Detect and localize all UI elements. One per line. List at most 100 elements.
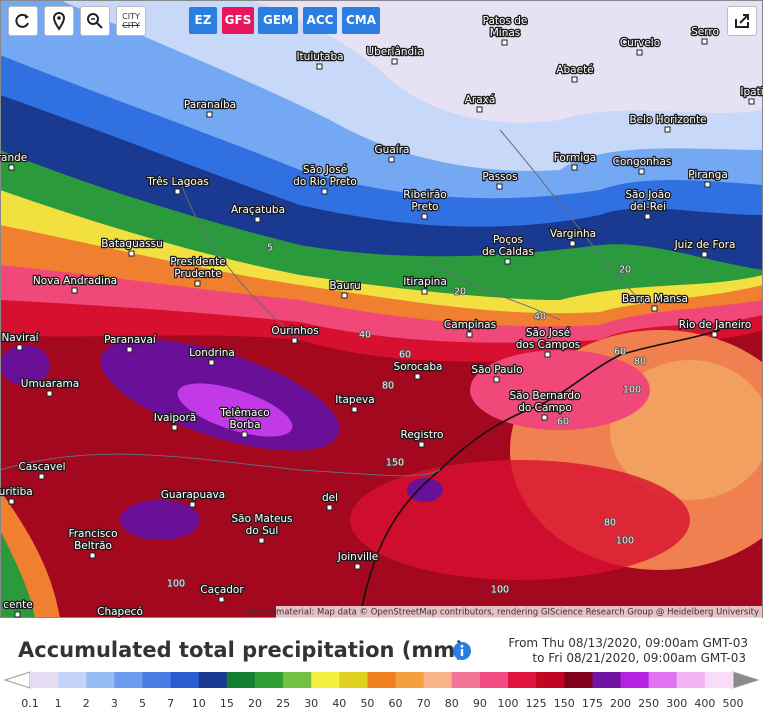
city-marker [638, 168, 645, 175]
city-label: Curvelo [620, 37, 660, 49]
city-label: Sorocaba [394, 361, 443, 373]
city-label: Ourinhos [271, 325, 318, 337]
scale-cell [451, 672, 481, 688]
city-label: Formiga [554, 152, 596, 164]
city-marker [128, 250, 135, 257]
city-label: del-Rei [630, 201, 666, 213]
city-marker [241, 431, 248, 438]
location-button[interactable] [44, 6, 74, 36]
city-marker [541, 414, 548, 421]
scale-label: 7 [167, 697, 174, 710]
scale-label: 50 [360, 697, 374, 710]
city-marker [38, 473, 45, 480]
city-label: dos Campos [516, 339, 580, 351]
city-label: Araxá [465, 94, 496, 106]
scale-label: 30 [304, 697, 318, 710]
city-label: CITY CITY [117, 7, 145, 30]
scale-cell [114, 672, 143, 688]
contour-label: 60 [614, 347, 626, 358]
city-marker [476, 106, 483, 113]
contour-label: 150 [386, 458, 404, 469]
scale-label: 500 [723, 697, 744, 710]
city-label: do Sul [246, 525, 279, 537]
contour-label: 80 [634, 357, 646, 368]
city-marker [701, 38, 708, 45]
city-label: de Caldas [482, 246, 534, 258]
scale-cell [170, 672, 200, 688]
scale-cell [620, 672, 650, 688]
city-marker [14, 611, 21, 618]
share-button[interactable] [727, 6, 757, 36]
scale-cell [367, 672, 397, 688]
city-marker [414, 373, 421, 380]
city-marker [8, 498, 15, 505]
city-label: Itapeva [335, 394, 374, 406]
city-label: cente [3, 599, 32, 611]
refresh-button[interactable] [8, 6, 38, 36]
city-label: Uberlândia [366, 46, 423, 58]
city-label: Londrina [189, 347, 235, 359]
city-label: do Campo [518, 402, 572, 414]
model-button[interactable]: CMA [342, 7, 380, 34]
model-button[interactable]: EZ [189, 7, 217, 34]
model-button[interactable]: GEM [258, 7, 298, 34]
scale-label: 40 [332, 697, 346, 710]
city-label: Congonhas [613, 156, 672, 168]
city-button[interactable]: CITY CITY [116, 6, 146, 36]
city-label: Joinville [337, 551, 379, 563]
city-label: Araçatuba [231, 204, 285, 216]
city-marker [16, 344, 23, 351]
city-label: Borba [229, 419, 260, 431]
city-label: São José [303, 164, 347, 176]
model-button[interactable]: ACC [303, 7, 337, 34]
period-to: to Fri 08/21/2020, 09:00am GMT-03 [532, 651, 747, 665]
city-marker [701, 251, 708, 258]
scale-cell [283, 672, 312, 688]
contour-label: 100 [491, 585, 509, 596]
city-marker [254, 216, 261, 223]
city-marker [748, 98, 755, 105]
city-label: São João [625, 189, 670, 201]
zoom-button[interactable] [80, 6, 110, 36]
city-marker [321, 188, 328, 195]
contour-label: 20 [454, 287, 466, 298]
city-label: Naviraí [1, 332, 39, 344]
legend-title: Accumulated total precipitation (mm) [18, 638, 465, 662]
scale-arrow-right [732, 671, 760, 689]
city-marker [504, 258, 511, 265]
model-button[interactable]: GFS [222, 7, 254, 34]
city-label: São Bernardo [510, 390, 581, 402]
city-marker [171, 424, 178, 431]
city-label: Registro [401, 429, 444, 441]
city-label: Juiz de Fora [674, 239, 736, 251]
city-marker [501, 39, 508, 46]
contour-label: 60 [399, 350, 411, 361]
city-label: Cascavel [18, 461, 65, 473]
city-label: Presidente [170, 256, 225, 268]
city-marker [291, 337, 298, 344]
city-marker [71, 287, 78, 294]
city-label: Francisco [68, 528, 117, 540]
city-marker [194, 280, 201, 287]
scale-label: 70 [417, 697, 431, 710]
scale-label: 80 [445, 697, 459, 710]
city-marker [571, 164, 578, 171]
city-marker [496, 183, 503, 190]
info-icon[interactable] [452, 641, 472, 661]
city-label: Passos [482, 171, 517, 183]
city-marker [493, 376, 500, 383]
city-label: Três Lagoas [146, 176, 209, 188]
scale-cell [592, 672, 622, 688]
city-label: Guaíra [375, 144, 410, 156]
scale-cell [479, 672, 509, 688]
city-marker [388, 156, 395, 163]
zoom-icon [87, 13, 103, 29]
scale-label: 175 [582, 697, 603, 710]
city-marker [636, 49, 643, 56]
contour-label: 100 [616, 536, 634, 547]
scale-cell [423, 672, 453, 688]
city-marker [126, 346, 133, 353]
scale-label: 20 [248, 697, 262, 710]
scale-label: 10 [192, 697, 206, 710]
